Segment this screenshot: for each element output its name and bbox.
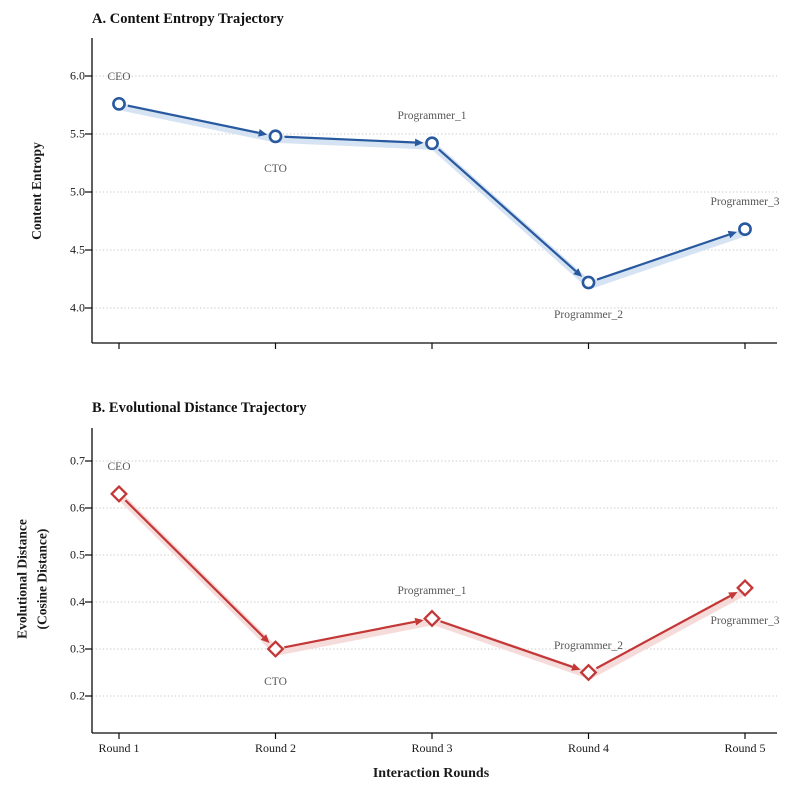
y-tick-label: 0.6 — [70, 500, 85, 515]
arrowhead — [260, 634, 270, 644]
trajectory-glow — [429, 617, 594, 680]
point-label: Programmer_2 — [554, 639, 623, 652]
data-point-diamond — [266, 640, 285, 658]
arrowhead — [727, 230, 737, 239]
x-tick-label: Round 4 — [567, 741, 610, 755]
line-segment — [595, 595, 731, 670]
y-tick-label: 6.0 — [70, 68, 85, 83]
point-label: Programmer_1 — [397, 585, 467, 598]
x-tick-label: Round 3 — [411, 741, 453, 755]
data-point-diamond — [423, 609, 441, 628]
x-tick-label: Round 2 — [254, 741, 297, 755]
arrowhead — [728, 591, 738, 600]
point-label: CTO — [264, 676, 287, 688]
y-tick-label: 0.2 — [70, 688, 85, 703]
data-point-circle — [112, 96, 126, 111]
trajectory-glow — [586, 228, 751, 290]
y-tick-label: 0.4 — [70, 594, 85, 609]
y-axis-label-b-line2: (Cosine Distance) — [34, 528, 49, 630]
arrowhead — [414, 138, 424, 147]
trajectory-glow — [586, 586, 751, 680]
point-label: Programmer_3 — [710, 196, 780, 209]
data-point-diamond — [736, 578, 754, 597]
arrowhead — [414, 617, 424, 626]
arrowhead — [258, 129, 268, 137]
y-tick-label: 5.0 — [70, 184, 85, 199]
y-tick-label: 4.0 — [70, 300, 85, 315]
point-label: CEO — [107, 460, 131, 473]
panel-b-title: B. Evolutional Distance Trajectory — [92, 400, 307, 416]
data-point-circle — [425, 136, 439, 151]
data-point-circle — [581, 275, 596, 290]
data-point-diamond — [579, 663, 598, 682]
trajectory-glow — [273, 617, 438, 656]
line-segment — [440, 620, 573, 668]
line-segment — [284, 620, 416, 649]
x-tick-label: Round 1 — [98, 741, 140, 755]
y-tick-label: 0.5 — [70, 547, 85, 562]
y-tick-label: 4.5 — [70, 242, 85, 257]
y-tick-label: 0.7 — [70, 453, 85, 468]
line-segment — [127, 104, 260, 134]
line-segment — [596, 233, 730, 281]
data-point-circle — [738, 222, 752, 237]
data-point-circle — [268, 129, 283, 144]
point-label: Programmer_3 — [710, 614, 780, 627]
y-tick-label: 5.5 — [70, 126, 85, 141]
panel-a-title: A. Content Entropy Trajectory — [92, 11, 284, 27]
y-axis-label-b-line1: Evolutional Distance — [14, 519, 30, 639]
arrowhead — [573, 268, 583, 277]
line-segment — [284, 135, 416, 144]
x-axis-label: Interaction Rounds — [372, 766, 490, 781]
line-segment — [437, 148, 577, 273]
point-label: Programmer_1 — [397, 110, 467, 123]
y-axis-label-b: Evolutional Distance (Cosine Distance) — [12, 519, 51, 639]
y-tick-label: 0.3 — [70, 641, 85, 656]
trajectory-glow — [116, 102, 281, 143]
x-tick-label: Round 5 — [724, 741, 766, 755]
line-segment — [124, 499, 265, 638]
data-point-diamond — [110, 484, 128, 503]
trajectory-glow — [273, 135, 438, 150]
point-label: CEO — [107, 70, 131, 83]
arrowhead — [571, 663, 581, 671]
point-label: CTO — [264, 163, 287, 176]
point-label: Programmer_2 — [554, 309, 623, 322]
